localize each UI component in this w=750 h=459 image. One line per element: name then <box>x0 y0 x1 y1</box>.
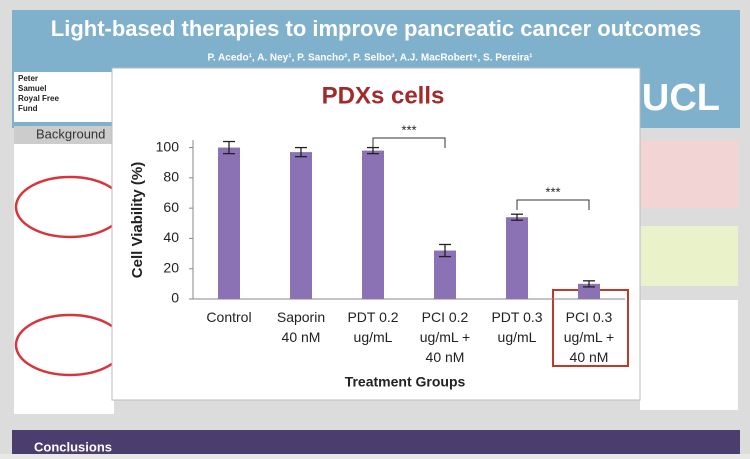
x-tick-label: Control <box>206 309 251 325</box>
y-tick-label: 100 <box>156 138 180 154</box>
annotation: *** <box>401 122 416 137</box>
y-tick-label: 60 <box>163 199 179 215</box>
x-tick-label: Saporin 40 nM <box>277 309 325 345</box>
error-bar <box>439 243 451 258</box>
error-bar <box>583 280 595 288</box>
x-tick-label: PDT 0.2 ug/mL <box>347 309 398 345</box>
bar <box>218 147 240 299</box>
bar <box>290 152 312 299</box>
background-heading: Background <box>36 126 105 141</box>
bar <box>434 250 456 299</box>
sidebar-text: Royal Free <box>18 94 59 103</box>
bg-column <box>14 144 114 414</box>
bar <box>362 150 384 299</box>
x-tick-label: PCI 0.2 ug/mL +40 nM <box>420 309 470 365</box>
significance-bracket <box>516 199 590 210</box>
error-bar <box>511 213 523 221</box>
conclusions-band <box>12 430 740 454</box>
pink-box <box>640 140 738 208</box>
error-bar <box>295 146 307 158</box>
bg-heading-box <box>14 126 114 144</box>
sidebar-text: Peter <box>18 74 38 83</box>
y-tick-label: 80 <box>163 169 179 185</box>
sidebar-box <box>14 72 114 122</box>
y-axis-label: Cell Viability (%) <box>129 162 146 278</box>
y-tick-label: 40 <box>163 229 179 245</box>
plot: 0 20 40 60 80 100 Control Saporin 40 nM PDT 0.2 ug… <box>156 122 625 365</box>
y-tick-label: 0 <box>171 290 179 306</box>
annotation: *** <box>545 184 560 199</box>
conclusions-heading: Conclusions <box>34 439 112 454</box>
chart-title: PDXs cells <box>322 82 445 109</box>
error-bar <box>223 140 235 155</box>
sidebar-text: Samuel <box>18 84 46 93</box>
y-tick-label: 20 <box>163 259 179 275</box>
x-axis-label: Treatment Groups <box>345 374 466 390</box>
sidebar-text: Fund <box>18 104 38 113</box>
authors: P. Acedo¹, A. Ney¹, P. Sancho², P. Selbo… <box>207 53 533 64</box>
significance-bracket <box>372 137 446 148</box>
bar <box>506 217 528 299</box>
poster-title: Light-based therapies to improve pancrea… <box>51 16 701 41</box>
white-box <box>640 300 738 410</box>
x-tick-label: PDT 0.3 ug/mL <box>491 309 542 345</box>
logo: UCL <box>642 77 720 119</box>
x-tick-label: PCI 0.3 ug/mL +40 nM <box>564 309 614 365</box>
bar <box>578 283 600 299</box>
green-box <box>640 226 738 286</box>
